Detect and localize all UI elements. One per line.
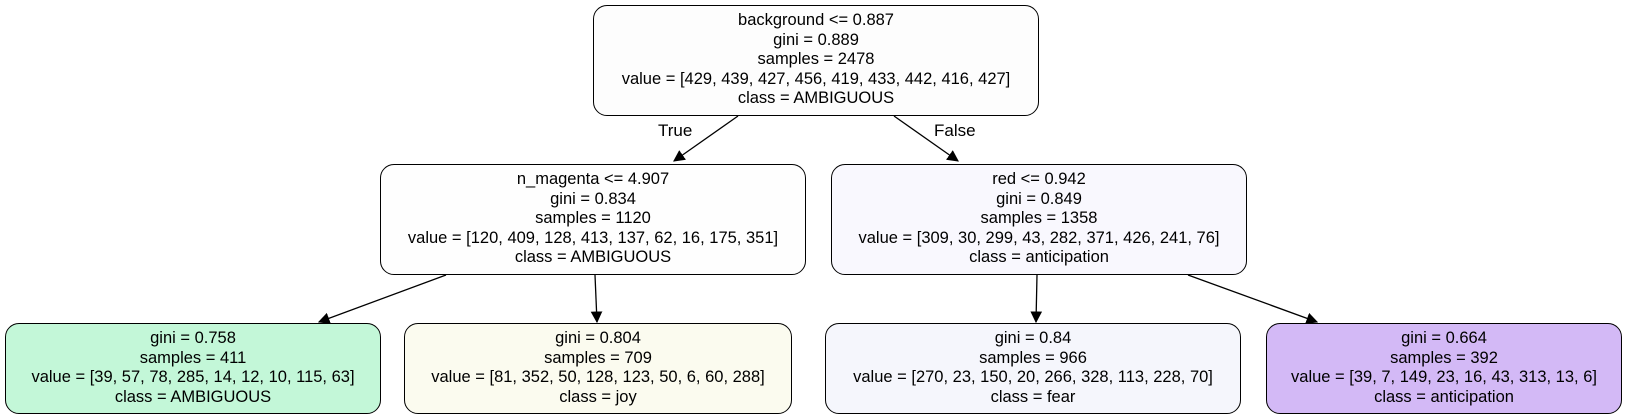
leaf1-samples: samples = 411	[139, 348, 247, 367]
leaf2-samples: samples = 709	[544, 348, 652, 367]
leaf3-gini: gini = 0.84	[994, 329, 1072, 347]
leaf2-class: class = joy	[559, 387, 637, 406]
right-samples: samples = 1358	[980, 209, 1098, 227]
edge-right-leaf4	[1187, 274, 1319, 324]
left-node: n_magenta <= 4.907 gini = 0.834 samples …	[380, 164, 806, 275]
edge-left-leaf2	[590, 274, 603, 324]
left-split-rule: n_magenta <= 4.907	[516, 170, 670, 188]
edge-left-leaf1	[317, 274, 447, 324]
leaf1-value: value = [39, 57, 78, 285, 14, 12, 10, 11…	[31, 368, 355, 386]
root-node: background <= 0.887 gini = 0.889 samples…	[593, 5, 1039, 116]
left-samples: samples = 1120	[535, 209, 651, 227]
right-value: value = [309, 30, 299, 43, 282, 371, 426…	[858, 228, 1220, 247]
edge-root-left	[673, 115, 739, 162]
leaf4-gini: gini = 0.664	[1401, 329, 1487, 347]
leaf2-value: value = [81, 352, 50, 128, 123, 50, 6, 6…	[431, 368, 765, 386]
right-node: red <= 0.942 gini = 0.849 samples = 1358…	[831, 164, 1247, 275]
root-gini: gini = 0.889	[773, 30, 859, 49]
edge-label-true: True	[658, 121, 693, 140]
root-class: class = AMBIGUOUS	[737, 89, 895, 107]
left-class: class = AMBIGUOUS	[514, 248, 672, 266]
right-split-rule: red <= 0.942	[992, 170, 1086, 188]
edge-root-right	[893, 115, 959, 162]
leaf3-class: class = fear	[990, 387, 1076, 406]
root-value: value = [429, 439, 427, 456, 419, 433, 4…	[621, 69, 1011, 88]
right-class: class = anticipation	[969, 248, 1109, 266]
leaf4-value: value = [39, 7, 149, 23, 16, 43, 313, 13…	[1291, 368, 1597, 386]
leaf4-class: class = anticipation	[1374, 387, 1514, 406]
left-value: value = [120, 409, 128, 413, 137, 62, 16…	[407, 228, 779, 247]
leaf4-samples: samples = 392	[1390, 348, 1498, 367]
right-gini: gini = 0.849	[996, 189, 1082, 208]
root-split-rule: background <= 0.887	[738, 11, 894, 29]
leaf-node-1: gini = 0.758 samples = 411 value = [39, …	[5, 323, 381, 414]
leaf-node-2: gini = 0.804 samples = 709 value = [81, …	[404, 323, 792, 414]
leaf1-class: class = AMBIGUOUS	[114, 387, 272, 406]
leaf1-gini: gini = 0.758	[150, 329, 236, 347]
leaf3-value: value = [270, 23, 150, 20, 266, 328, 113…	[853, 368, 1213, 386]
leaf2-gini: gini = 0.804	[555, 329, 641, 347]
leaf3-samples: samples = 966	[979, 348, 1087, 367]
left-gini: gini = 0.834	[550, 189, 636, 208]
edge-label-false: False	[934, 121, 976, 140]
root-samples: samples = 2478	[757, 50, 875, 68]
leaf-node-4: gini = 0.664 samples = 392 value = [39, …	[1266, 323, 1622, 414]
edge-right-leaf3	[1030, 274, 1043, 324]
leaf-node-3: gini = 0.84 samples = 966 value = [270, …	[825, 323, 1241, 414]
